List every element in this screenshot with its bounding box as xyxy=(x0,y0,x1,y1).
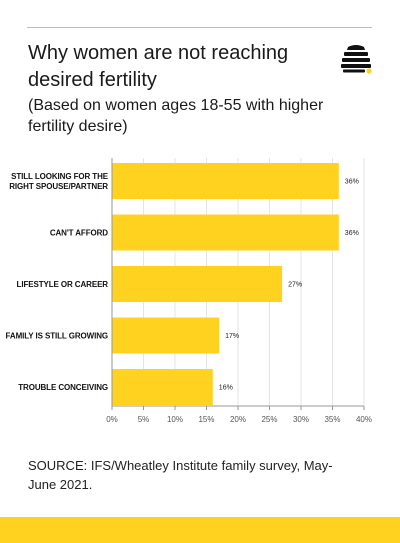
accent-band xyxy=(0,517,400,543)
category-label: STILL LOOKING FOR THE xyxy=(11,172,109,181)
category-label: CAN'T AFFORD xyxy=(50,229,108,238)
chart-subtitle: (Based on women ages 18-55 with higher f… xyxy=(28,97,324,135)
x-tick-label: 35% xyxy=(324,415,340,424)
top-divider xyxy=(27,27,372,28)
data-label: 17% xyxy=(225,333,239,340)
chart-title: Why women are not reaching desired ferti… xyxy=(28,42,289,91)
x-tick-label: 25% xyxy=(261,415,277,424)
bar xyxy=(112,214,339,251)
category-label: RIGHT SPOUSE/PARTNER xyxy=(9,182,108,191)
category-label: TROUBLE CONCEIVING xyxy=(18,383,108,392)
data-label: 16% xyxy=(219,385,233,392)
x-tick-label: 5% xyxy=(138,415,150,424)
x-tick-label: 15% xyxy=(198,415,214,424)
category-label: FAMILY IS STILL GROWING xyxy=(6,332,108,341)
x-tick-label: 10% xyxy=(167,415,183,424)
x-tick-label: 40% xyxy=(356,415,372,424)
bar xyxy=(112,163,339,199)
x-tick-label: 30% xyxy=(293,415,309,424)
data-label: 27% xyxy=(288,282,302,289)
data-label: 36% xyxy=(345,230,359,237)
bar xyxy=(112,266,283,302)
category-label: LIFESTYLE OR CAREER xyxy=(17,280,109,289)
bar xyxy=(112,317,220,354)
data-label: 36% xyxy=(345,179,359,186)
source-note: SOURCE: IFS/Wheatley Institute family su… xyxy=(28,458,333,492)
x-tick-label: 0% xyxy=(106,415,118,424)
beehive-icon xyxy=(341,45,372,74)
bar xyxy=(112,369,213,405)
x-tick-label: 20% xyxy=(230,415,246,424)
